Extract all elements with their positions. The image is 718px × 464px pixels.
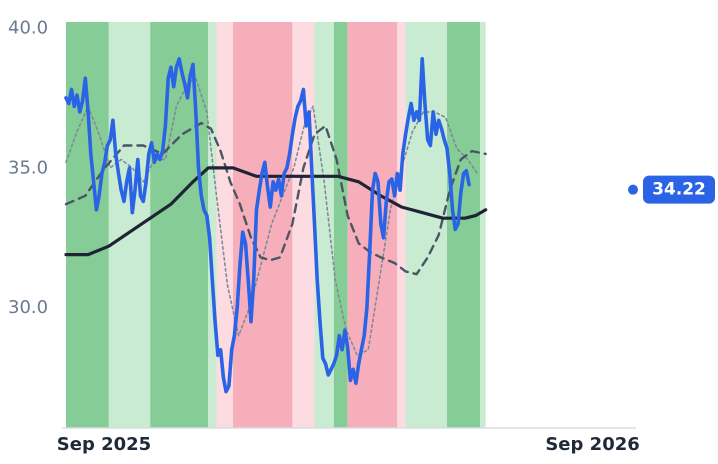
y-axis-ticks: 30.0 35.0 40.0 <box>8 18 48 319</box>
last-value-dot <box>628 184 638 195</box>
y-tick-label: 35.0 <box>8 157 48 178</box>
regime-band-11 <box>397 22 406 428</box>
regime-band-6 <box>233 22 293 428</box>
x-tick-label: Sep 2026 <box>545 434 639 455</box>
series-line-mid-ma <box>64 121 487 276</box>
series-line-price <box>64 57 471 394</box>
x-axis-ticks: Sep 2025 Sep 2026 <box>57 434 640 455</box>
regime-band-7 <box>292 22 315 428</box>
regime-bands <box>66 22 486 428</box>
regime-band-9 <box>333 22 348 428</box>
regime-band-13 <box>447 22 481 428</box>
regime-band-2 <box>108 22 151 428</box>
series-lines <box>64 57 488 394</box>
y-tick-label: 30.0 <box>8 297 48 318</box>
last-value-badge <box>643 175 715 204</box>
regime-band-4 <box>208 22 217 428</box>
y-tick-label: 40.0 <box>8 18 48 39</box>
regime-band-5 <box>216 22 234 428</box>
regime-band-3 <box>150 22 209 428</box>
x-tick-label: Sep 2025 <box>57 434 151 455</box>
series-line-long-ma <box>64 166 488 257</box>
last-value-marker: 34.22 <box>628 175 715 204</box>
last-value-label: 34.22 <box>652 180 706 200</box>
regime-band-14 <box>480 22 486 428</box>
